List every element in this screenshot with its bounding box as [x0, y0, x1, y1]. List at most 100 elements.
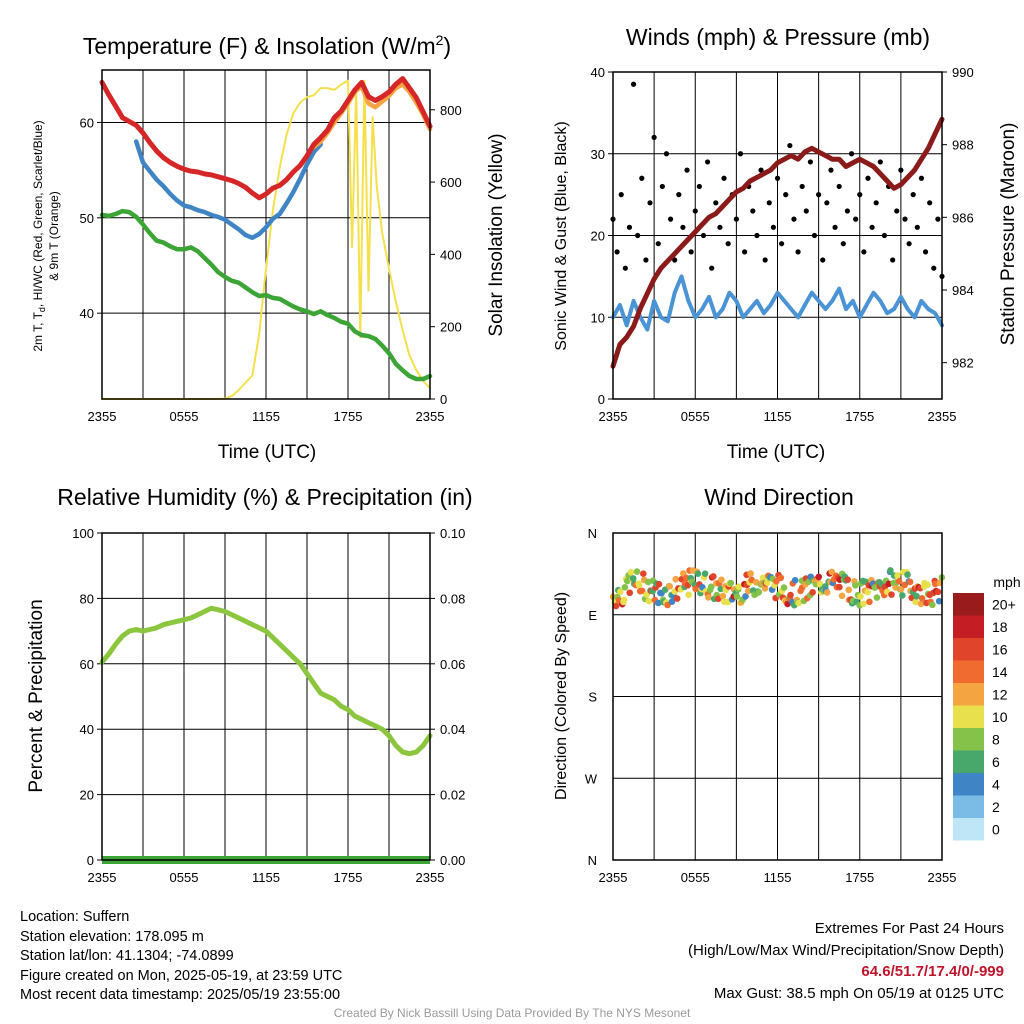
gust-point: [692, 208, 698, 214]
direction-point: [866, 598, 873, 606]
direction-point: [638, 587, 646, 595]
direction-point: [894, 572, 901, 579]
x-tick-label: 1755: [845, 409, 874, 424]
y-tick-label: 0: [598, 392, 605, 407]
direction-point: [816, 581, 824, 588]
y2-tick-label: 0: [440, 392, 447, 407]
direction-point: [616, 588, 624, 595]
gust-point: [754, 232, 760, 239]
colorbar-label: 14: [992, 664, 1008, 680]
temperature-panel: Temperature (F) & Insolation (W/m2) 2355…: [31, 32, 507, 463]
created-text: Figure created on Mon, 2025-05-19, at 23…: [20, 967, 343, 984]
gust-point: [918, 175, 925, 181]
colorbar-swatch: [953, 660, 984, 683]
credit-text: Created By Nick Bassill Using Data Provi…: [333, 1006, 691, 1020]
y2-tick-label: 0.00: [440, 853, 465, 868]
gust-point: [861, 249, 867, 255]
winds-plot-area: 2355 0555 1155 1755 2355 0 10 20 30 40 982 984 986 98…: [591, 65, 974, 424]
plot-frame: [612, 532, 943, 861]
direction-point: [844, 576, 852, 584]
gust-point: [791, 216, 797, 222]
gust-point: [894, 208, 900, 214]
max-gust-text: Max Gust: 38.5 mph On 05/19 at 0125 UTC: [713, 984, 1004, 1002]
gust-point: [783, 192, 789, 198]
gust-point: [758, 167, 764, 173]
gust-point: [721, 175, 727, 181]
gust-point: [630, 81, 637, 87]
y-tick-label: 60: [80, 115, 94, 130]
colorbar-label: 6: [992, 754, 1000, 770]
y2-tick-label: 986: [952, 210, 974, 225]
gust-point: [688, 249, 694, 255]
gust-point: [865, 175, 871, 181]
gust-point: [927, 200, 933, 206]
gust-point: [663, 151, 670, 157]
direction-point: [904, 571, 911, 579]
gust-point: [700, 232, 707, 239]
winds-y-label: Sonic Wind & Gust (Blue, Black): [553, 121, 570, 350]
gust-point: [774, 175, 781, 181]
gust-point: [680, 224, 686, 230]
y-tick-label: 40: [80, 722, 94, 737]
y-tick-label: 0: [87, 853, 94, 868]
gust-point: [779, 241, 785, 247]
direction-point: [645, 597, 653, 605]
colorbar-label: 20+: [992, 596, 1016, 612]
direction-point: [735, 583, 743, 590]
y-tick-label: 40: [591, 65, 605, 80]
extremes-values: 64.6/51.7/17.4/0/-999: [861, 963, 1004, 980]
gust-point: [881, 232, 888, 239]
gust-point: [910, 192, 916, 198]
colorbar-swatch: [953, 728, 984, 751]
colorbar-title: mph: [993, 574, 1020, 590]
direction-point: [809, 589, 816, 596]
y-tick-label: 20: [591, 229, 605, 244]
direction-point: [673, 595, 681, 602]
y2-tick-label: 0.08: [440, 591, 465, 606]
elevation-text: Station elevation: 178.095 m: [20, 928, 204, 945]
gust-point: [750, 208, 756, 214]
colorbar-swatch: [953, 705, 984, 728]
y2-tick-label: 988: [952, 138, 974, 153]
gust-point: [799, 183, 805, 190]
gust-point: [840, 241, 846, 247]
y2-tick-label: 990: [952, 65, 974, 80]
y2-tick-label: 0.06: [440, 657, 465, 672]
direction-point: [918, 595, 926, 602]
gust-point: [832, 224, 838, 230]
insolation-y-label: Solar Insolation (Yellow): [486, 133, 507, 336]
temperature-chart-title: Temperature (F) & Insolation (W/m2): [83, 32, 451, 59]
direction-point: [701, 570, 709, 577]
colorbar-swatch: [953, 683, 984, 706]
wind-speed-line: [611, 274, 944, 332]
speed-colorbar: mph 0 2 4 6 8 10 12 14 16 18 20+: [953, 574, 1021, 841]
x-tick-label: 2355: [88, 870, 117, 885]
gust-point: [820, 257, 826, 263]
direction-point: [692, 585, 699, 593]
wind-direction-y-label: Direction (Colored By Speed): [553, 592, 570, 800]
colorbar-swatch: [953, 818, 984, 841]
colorbar-label: 0: [992, 821, 1000, 837]
colorbar-swatch: [953, 795, 984, 818]
direction-point: [895, 578, 903, 585]
colorbar-swatch: [953, 593, 984, 616]
direction-point: [707, 583, 715, 591]
x-tick-label: 2355: [599, 870, 628, 885]
y2-tick-label: 400: [440, 247, 462, 262]
gust-point: [877, 159, 883, 165]
humidity-plot-area: 2355 0555 1155 1755 2355 0 20 40 60 80 100 0.00 0.02…: [72, 526, 465, 885]
x-tick-label: 1755: [334, 409, 363, 424]
y-tick-label: 100: [72, 526, 94, 541]
direction-point: [755, 588, 763, 596]
y2-tick-label: 0.02: [440, 788, 465, 803]
direction-point: [640, 570, 647, 577]
direction-point: [633, 568, 641, 575]
direction-point: [845, 586, 853, 594]
pressure-line: [610, 116, 945, 369]
direction-point: [860, 600, 867, 608]
direction-point: [934, 588, 942, 596]
direction-point: [620, 596, 628, 604]
gust-point: [898, 167, 904, 173]
direction-point: [727, 579, 735, 587]
